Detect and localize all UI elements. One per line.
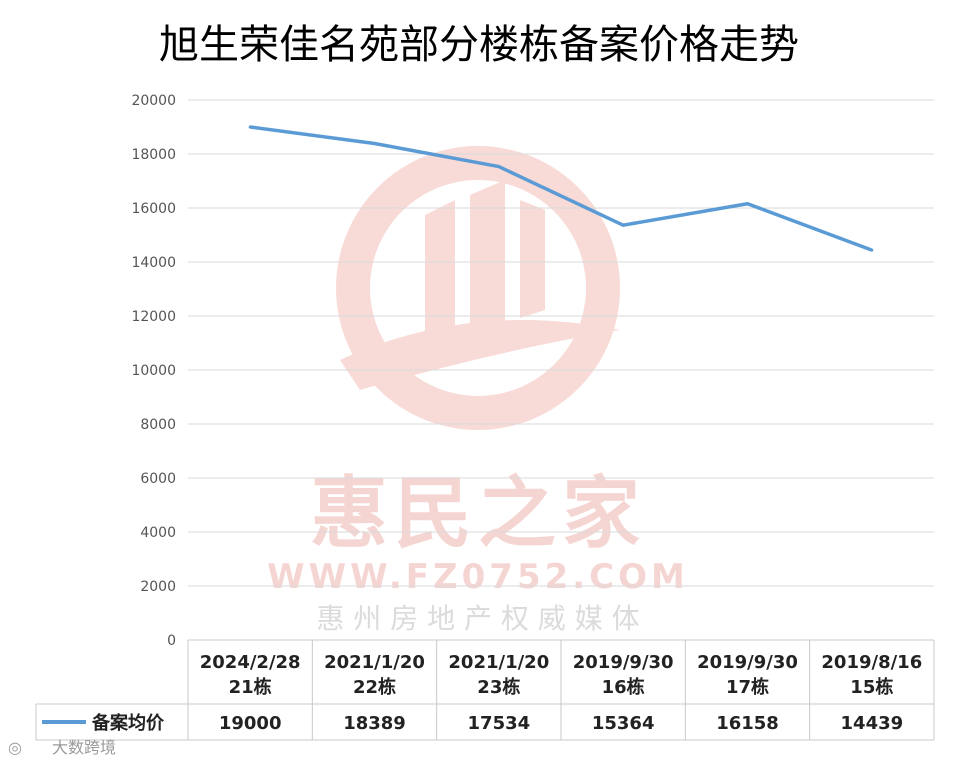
data-value-label: 16158 [716, 713, 779, 734]
data-point [497, 165, 501, 169]
data-value-label: 14439 [841, 713, 904, 734]
y-tick-label: 2000 [140, 579, 176, 595]
watermark-logo-icon [336, 146, 620, 430]
data-value-label: 18389 [343, 713, 406, 734]
footer-credit: ◎ 大数跨境 [8, 738, 116, 757]
category-label: 2021/1/20 [448, 652, 549, 673]
y-tick-label: 12000 [131, 309, 176, 325]
series-lines [248, 125, 874, 252]
y-tick-label: 6000 [140, 471, 176, 487]
category-label: 2021/1/20 [324, 652, 425, 673]
watermark: 惠民之家 WWW.FZ0752.COM 惠 州 房 地 产 权 威 媒 体 [267, 146, 689, 635]
y-tick-label: 14000 [131, 255, 176, 271]
watermark-tagline: 惠 州 房 地 产 权 威 媒 体 [316, 602, 639, 635]
data-point [870, 248, 874, 252]
watermark-name: 惠民之家 [310, 469, 646, 559]
category-label: 16栋 [602, 676, 645, 698]
chart-title: 旭生荣佳名苑部分楼栋备案价格走势 [159, 22, 799, 68]
y-tick-label: 16000 [131, 201, 176, 217]
category-label: 17栋 [726, 676, 769, 698]
y-tick-label: 18000 [131, 147, 176, 163]
data-point [373, 141, 376, 145]
data-value-label: 15364 [592, 713, 655, 734]
y-tick-label: 4000 [140, 525, 176, 541]
category-label: 2024/2/28 [200, 652, 301, 673]
category-label: 2019/8/16 [821, 652, 922, 673]
data-point [746, 202, 749, 206]
category-label: 2019/9/30 [573, 652, 674, 673]
watermark-url: WWW.FZ0752.COM [267, 557, 689, 597]
y-tick-label: 8000 [140, 417, 176, 433]
category-label: 2019/9/30 [697, 652, 798, 673]
category-label: 15栋 [850, 676, 893, 698]
data-value-label: 17534 [468, 713, 531, 734]
gridlines [188, 99, 934, 587]
y-tick-label: 20000 [131, 93, 176, 109]
y-tick-label: 10000 [131, 363, 176, 379]
y-axis-ticks: 0 2000 4000 6000 8000 10000 12000 14000 16000 180… [131, 93, 176, 649]
y-tick-label: 0 [167, 633, 176, 649]
category-label: 23栋 [477, 676, 520, 698]
series-line [249, 125, 873, 252]
footer-credit-text: 大数跨境 [52, 738, 116, 757]
category-label: 21栋 [229, 676, 272, 698]
data-point [621, 223, 625, 227]
data-table: 2024/2/28 21栋 2021/1/20 22栋 2021/1/20 23栋 2019… [35, 639, 935, 741]
weibo-icon: ◎ [8, 738, 22, 757]
data-point [248, 125, 252, 129]
data-value-label: 19000 [219, 713, 282, 734]
category-label: 22栋 [353, 676, 396, 698]
legend-label: 备案均价 [91, 712, 165, 734]
